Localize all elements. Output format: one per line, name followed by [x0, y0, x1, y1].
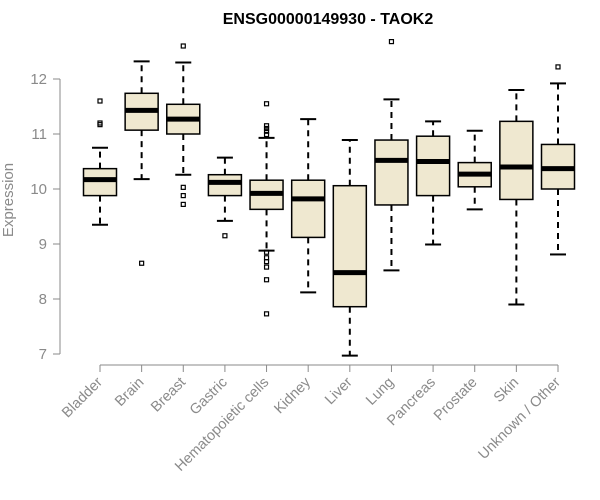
y-tick-label: 9 [39, 236, 47, 253]
box-group [374, 38, 409, 272]
x-tick-label: Prostate [431, 375, 480, 424]
outlier-point [388, 38, 395, 45]
x-tick-label: Kidney [271, 374, 314, 417]
y-ticks: 7 8 9 10 11 12 [30, 71, 60, 363]
outlier-point [263, 128, 270, 134]
iqr-box [290, 179, 326, 239]
box-group [332, 139, 368, 357]
box-group [540, 64, 576, 256]
outlier-point [263, 123, 270, 129]
box-group [207, 156, 243, 239]
outlier-point [263, 101, 270, 107]
outlier-point [263, 264, 270, 270]
iqr-box [332, 184, 368, 308]
outlier-point [263, 311, 270, 317]
outlier-point [180, 193, 186, 199]
y-axis-label: Expression [0, 163, 17, 237]
y-tick-label: 11 [31, 126, 47, 143]
outlier-point [180, 43, 186, 49]
y-tick-label: 10 [30, 181, 47, 198]
outlier-point [263, 259, 270, 265]
iqr-box [374, 139, 409, 206]
outlier-point [263, 131, 270, 138]
box-group [415, 120, 451, 246]
box-group [457, 129, 492, 211]
box-group [499, 89, 534, 306]
outlier-point [97, 98, 103, 104]
box-group [249, 101, 284, 317]
iqr-box [499, 120, 534, 201]
box-group [124, 60, 159, 266]
x-tick-label: Bladder [59, 374, 106, 421]
x-tick-label: Lung [363, 375, 397, 409]
y-tick-label: 7 [39, 346, 47, 363]
x-tick-label: Breast [148, 375, 189, 416]
outlier-point [222, 233, 228, 239]
outlier-point [180, 201, 186, 207]
x-tick-label: Skin [491, 375, 522, 406]
outlier-point [263, 249, 270, 255]
x-tick-label: Brain [112, 375, 147, 410]
box-group [82, 98, 118, 226]
box-group [290, 118, 326, 294]
x-tick-label: Liver [322, 374, 356, 408]
boxes [82, 38, 576, 357]
outlier-point [139, 260, 145, 266]
outlier-point [555, 64, 561, 70]
iqr-box [415, 135, 451, 197]
outlier-point [180, 184, 186, 190]
outlier-point [263, 277, 270, 283]
y-tick-label: 8 [39, 291, 47, 308]
chart-title: ENSG00000149930 - TAOK2 [223, 11, 434, 28]
outlier-point [97, 122, 103, 128]
outlier-point [263, 125, 270, 132]
y-tick-label: 12 [30, 71, 47, 88]
box-group [166, 43, 201, 207]
iqr-box [207, 173, 243, 197]
